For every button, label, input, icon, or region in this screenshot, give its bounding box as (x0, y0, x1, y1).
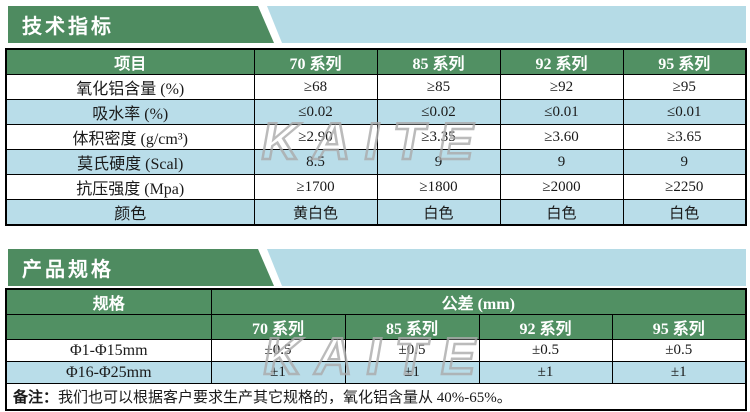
product-header-row-1: 规格 公差 (mm) (5, 288, 747, 315)
cell-value: ≤0.02 (253, 99, 378, 125)
cell-value: 白色 (499, 199, 624, 226)
table-row-mohs-hardness: 莫氏硬度 (Scal) 8.5 9 9 9 (5, 149, 747, 175)
product-header-row-2: 70 系列 85 系列 92 系列 95 系列 (5, 314, 747, 340)
product-sizes-table: 规格 公差 (mm) 70 系列 85 系列 92 系列 95 系列 Φ1-Φ1… (5, 288, 748, 411)
cell-value: ≥3.60 (499, 124, 624, 150)
note-cell: 备注：我们也可以根据客户要求生产其它规格的，氧化铝含量从 40%-65%。 (5, 383, 747, 411)
col-header-item: 项目 (5, 48, 255, 75)
cell-value: 9 (622, 149, 747, 175)
tech-section-banner: 技术指标 (8, 6, 746, 43)
cell-value: ≤0.02 (376, 99, 501, 125)
cell-value: ±1 (611, 361, 747, 384)
col-header-spacer (5, 314, 212, 340)
table-row-size-16-25: Φ16-Φ25mm ±1 ±1 ±1 ±1 (5, 361, 747, 384)
table-row-note: 备注：我们也可以根据客户要求生产其它规格的，氧化铝含量从 40%-65%。 (5, 383, 747, 411)
banner-green-shape: 技术指标 (8, 6, 274, 43)
cell-value: ≥95 (622, 74, 747, 100)
col-header-spec: 规格 (5, 288, 212, 315)
row-label: 抗压强度 (Mpa) (5, 174, 255, 200)
tech-section-title: 技术指标 (22, 16, 114, 38)
cell-value: ≥3.65 (622, 124, 747, 150)
cell-value: ±0.5 (478, 339, 613, 362)
banner-blue-stripe (267, 249, 746, 286)
col-header-series-70: 70 系列 (253, 48, 378, 75)
cell-value: ≥3.35 (376, 124, 501, 150)
cell-value: 白色 (376, 199, 501, 226)
cell-value: ±1 (210, 361, 346, 384)
cell-value: ≤0.01 (499, 99, 624, 125)
row-label: 吸水率 (%) (5, 99, 255, 125)
col-header-series-85: 85 系列 (376, 48, 501, 75)
cell-value: ±0.5 (344, 339, 480, 362)
note-label: 备注： (13, 390, 59, 406)
row-label: 莫氏硬度 (Scal) (5, 149, 255, 175)
table-row-alumina-content: 氧化铝含量 (%) ≥68 ≥85 ≥92 ≥95 (5, 74, 747, 100)
tech-specs-table: 项目 70 系列 85 系列 92 系列 95 系列 氧化铝含量 (%) ≥68… (5, 48, 747, 226)
banner-green-shape: 产品规格 (8, 249, 274, 286)
col-header-series-95: 95 系列 (622, 48, 747, 75)
cell-value: ≥2250 (622, 174, 747, 200)
cell-value: ≥1700 (253, 174, 378, 200)
cell-value: 9 (376, 149, 501, 175)
banner-blue-stripe (267, 6, 746, 43)
table-row-color: 颜色 黄白色 白色 白色 白色 (5, 199, 747, 226)
tech-header-row: 项目 70 系列 85 系列 92 系列 95 系列 (5, 48, 747, 75)
cell-value: ±0.5 (210, 339, 346, 362)
col-header-series-95: 95 系列 (611, 314, 747, 340)
row-label: 氧化铝含量 (%) (5, 74, 255, 100)
cell-value: ±1 (478, 361, 613, 384)
row-label: 颜色 (5, 199, 255, 226)
col-header-series-92: 92 系列 (499, 48, 624, 75)
col-header-tolerance: 公差 (mm) (210, 288, 747, 315)
col-header-series-70: 70 系列 (210, 314, 346, 340)
cell-value: 9 (499, 149, 624, 175)
cell-value: ≥68 (253, 74, 378, 100)
cell-value: 8.5 (253, 149, 378, 175)
table-row-water-absorption: 吸水率 (%) ≤0.02 ≤0.02 ≤0.01 ≤0.01 (5, 99, 747, 125)
product-section-banner: 产品规格 (8, 249, 746, 286)
table-row-bulk-density: 体积密度 (g/cm³) ≥2.90 ≥3.35 ≥3.60 ≥3.65 (5, 124, 747, 150)
cell-value: 黄白色 (253, 199, 378, 226)
cell-value: ≥85 (376, 74, 501, 100)
cell-value: ≤0.01 (622, 99, 747, 125)
col-header-series-92: 92 系列 (478, 314, 613, 340)
cell-value: ±1 (344, 361, 480, 384)
note-text: 我们也可以根据客户要求生产其它规格的，氧化铝含量从 40%-65%。 (58, 390, 512, 406)
table-row-compressive-strength: 抗压强度 (Mpa) ≥1700 ≥1800 ≥2000 ≥2250 (5, 174, 747, 200)
cell-value: ≥1800 (376, 174, 501, 200)
row-label: 体积密度 (g/cm³) (5, 124, 255, 150)
cell-value: 白色 (622, 199, 747, 226)
row-label: Φ16-Φ25mm (5, 361, 212, 384)
cell-value: ≥92 (499, 74, 624, 100)
row-label: Φ1-Φ15mm (5, 339, 212, 362)
col-header-series-85: 85 系列 (344, 314, 480, 340)
table-row-size-1-15: Φ1-Φ15mm ±0.5 ±0.5 ±0.5 ±0.5 (5, 339, 747, 362)
cell-value: ≥2.90 (253, 124, 378, 150)
product-section-title: 产品规格 (22, 259, 114, 281)
cell-value: ≥2000 (499, 174, 624, 200)
cell-value: ±0.5 (611, 339, 747, 362)
